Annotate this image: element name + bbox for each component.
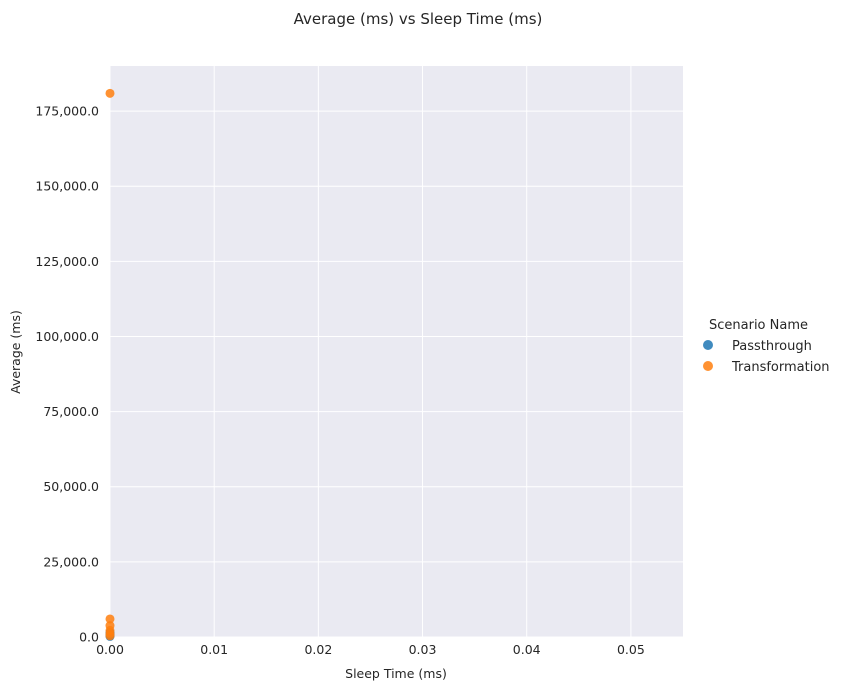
legend-label-passthrough: Passthrough: [732, 339, 812, 354]
x-tick-label: 0.03: [409, 642, 437, 657]
y-tick-label: 175,000.0: [35, 104, 99, 119]
grid-lines: [109, 66, 683, 638]
y-tick-label: 25,000.0: [43, 554, 99, 569]
y-tick-label: 100,000.0: [35, 329, 99, 344]
data-point: [105, 631, 115, 641]
data-point: [105, 614, 115, 624]
legend-marker-passthrough: [703, 340, 713, 350]
chart-title: Average (ms) vs Sleep Time (ms): [294, 10, 543, 28]
y-tick-label: 125,000.0: [35, 254, 99, 269]
y-tick-label: 75,000.0: [43, 404, 99, 419]
x-tick-label: 0.00: [96, 642, 124, 657]
x-tick-label: 0.02: [304, 642, 332, 657]
y-tick-label: 50,000.0: [43, 479, 99, 494]
y-tick-label: 150,000.0: [35, 179, 99, 194]
x-axis-ticks: 0.00 0.01 0.02 0.03 0.04 0.05: [96, 642, 645, 657]
data-point: [105, 88, 115, 98]
legend-label-transformation: Transformation: [731, 360, 830, 375]
legend-title: Scenario Name: [709, 318, 808, 333]
x-tick-label: 0.05: [617, 642, 645, 657]
y-tick-label: 0.0: [79, 630, 99, 645]
x-tick-label: 0.01: [200, 642, 228, 657]
legend-marker-transformation: [703, 361, 713, 371]
y-axis-ticks: 0.0 25,000.0 50,000.0 75,000.0 100,000.0 125,…: [35, 104, 99, 645]
legend: Scenario Name Passthrough Transformation: [703, 318, 830, 375]
series-transformation: [105, 88, 115, 641]
data-points: [105, 88, 115, 641]
plot-area: [110, 66, 683, 637]
x-axis-label: Sleep Time (ms): [345, 666, 447, 681]
y-axis-label: Average (ms): [8, 310, 23, 394]
x-tick-label: 0.04: [513, 642, 541, 657]
